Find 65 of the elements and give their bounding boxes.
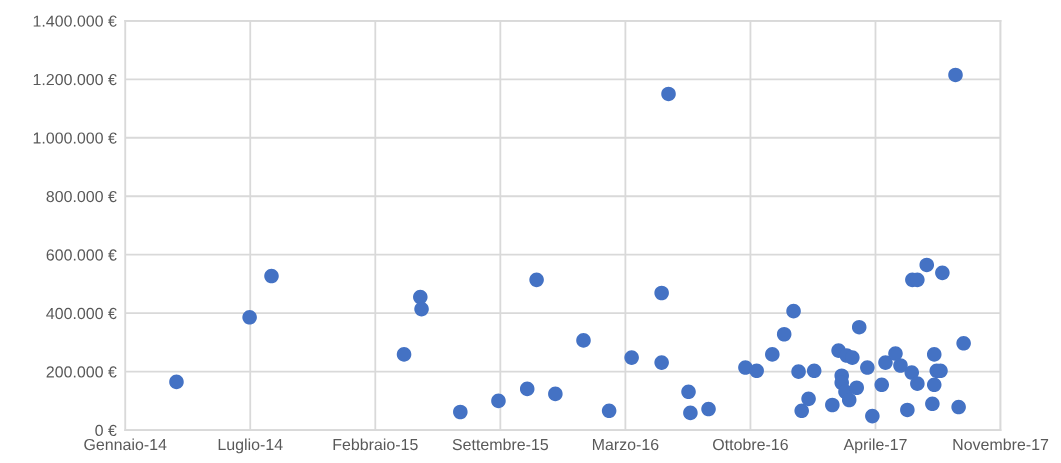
point: [776, 326, 792, 342]
point: [893, 358, 908, 373]
point: [624, 350, 639, 365]
y-tick-label: 800.000 €: [46, 190, 117, 203]
x-tick-label: Marzo-16: [592, 438, 659, 451]
point: [925, 396, 940, 412]
point: [548, 386, 563, 402]
x-tick-label: Settembre-15: [452, 438, 549, 451]
point: [919, 257, 935, 273]
x-tick-label: Luglio-14: [218, 438, 283, 454]
point: [845, 350, 860, 365]
y-tick-label: 0 €: [95, 424, 117, 437]
y-tick-label: 200.000 €: [46, 366, 117, 378]
point: [794, 403, 809, 419]
point: [681, 384, 696, 400]
point: [701, 401, 716, 417]
point: [576, 333, 591, 348]
point: [910, 376, 925, 391]
point: [951, 399, 966, 415]
point: [851, 319, 867, 335]
point: [414, 301, 429, 317]
x-tick-label: Aprile-17: [843, 438, 907, 454]
point: [749, 363, 764, 379]
point: [519, 381, 535, 397]
y-tick-label: 400.000 €: [46, 307, 117, 320]
point: [926, 377, 942, 393]
point: [865, 408, 880, 424]
point: [878, 355, 893, 370]
point: [825, 397, 840, 413]
point: [264, 268, 279, 284]
point: [904, 365, 920, 380]
point: [242, 310, 257, 325]
point: [841, 392, 857, 408]
point: [926, 347, 942, 362]
point: [849, 380, 864, 396]
point: [491, 393, 506, 409]
point: [765, 347, 780, 362]
x-tick-label: Gennaio-14: [84, 438, 167, 451]
point: [529, 272, 544, 288]
point: [860, 360, 875, 375]
point: [935, 265, 950, 281]
point: [786, 303, 801, 319]
x-tick-label: Ottobre-16: [713, 438, 788, 451]
point: [888, 346, 903, 361]
point: [683, 405, 698, 421]
point: [453, 404, 468, 420]
point: [874, 377, 890, 393]
point: [601, 403, 617, 419]
point: [948, 67, 963, 83]
point: [791, 364, 806, 379]
point: [900, 402, 915, 418]
point: [654, 355, 669, 370]
point: [661, 86, 676, 102]
point: [956, 336, 971, 351]
point: [654, 285, 669, 301]
point: [801, 391, 816, 407]
y-tick-label: 1.000.000 €: [33, 132, 117, 144]
x-tick-label: Novembre-17: [953, 438, 1049, 451]
y-tick-label: 600.000 €: [46, 249, 117, 261]
point: [806, 363, 822, 379]
x-tick-label: Febbraio-15: [333, 438, 418, 451]
y-tick-label: 1.400.000 €: [33, 15, 117, 27]
point: [396, 347, 412, 362]
point: [169, 374, 184, 390]
y-tick-label: 1.200.000 €: [33, 73, 117, 86]
